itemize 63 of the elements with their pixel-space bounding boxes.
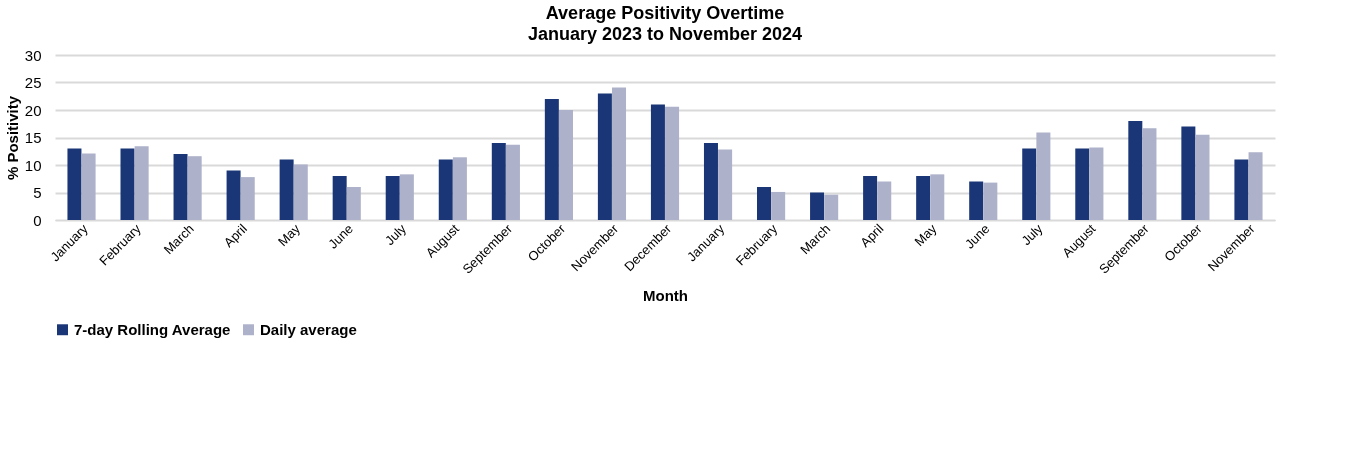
- bar: [1181, 126, 1196, 220]
- y-tick-label: 20: [24, 101, 42, 119]
- bar: [187, 156, 202, 220]
- bar: [226, 170, 241, 220]
- bar: [346, 187, 361, 220]
- bar: [1234, 159, 1249, 220]
- bar: [385, 176, 400, 220]
- x-tick-label: May: [911, 220, 940, 250]
- y-tick-label: 10: [24, 156, 42, 174]
- bar: [293, 164, 308, 220]
- bar: [1089, 147, 1104, 220]
- bar: [491, 143, 506, 220]
- x-tick-label: May: [274, 220, 304, 250]
- bar: [558, 110, 573, 220]
- x-axis-title: Month: [643, 286, 688, 304]
- bar: [1036, 132, 1051, 220]
- bar: [597, 93, 612, 220]
- bar: [399, 174, 414, 220]
- y-tick-label: 30: [24, 46, 42, 64]
- y-tick-label: 0: [33, 211, 42, 229]
- bar: [771, 191, 786, 220]
- bar: [1142, 128, 1157, 220]
- x-tick-label: July: [1018, 220, 1046, 249]
- bar: [916, 176, 931, 220]
- x-tick-label: July: [382, 220, 410, 249]
- bar: [81, 153, 96, 220]
- bar: [757, 187, 772, 220]
- bar: [173, 154, 188, 220]
- chart-subtitle: January 2023 to November 2024: [527, 24, 803, 44]
- bar: [67, 148, 82, 220]
- bar: [665, 106, 680, 220]
- bar: [877, 181, 892, 220]
- y-axis-title: % Positivity: [3, 95, 21, 181]
- bar: [240, 177, 255, 220]
- y-tick-label: 5: [33, 184, 42, 201]
- bar: [1195, 134, 1210, 220]
- legend-label: 7-day Rolling Average: [74, 320, 231, 338]
- bar: [703, 143, 718, 220]
- chart-title: Average Positivity Overtime: [545, 3, 785, 23]
- bar: [969, 181, 984, 220]
- bar: [1075, 148, 1090, 220]
- bar: [810, 192, 825, 220]
- bar: [505, 144, 520, 220]
- bar: [930, 174, 945, 220]
- bar: [279, 159, 294, 220]
- bar: [1128, 121, 1143, 220]
- bar: [863, 176, 878, 220]
- bar: [452, 157, 467, 220]
- bar: [824, 194, 839, 220]
- bar: [120, 148, 135, 220]
- bar: [983, 182, 998, 220]
- bar: [650, 104, 665, 220]
- bar: [1022, 148, 1037, 220]
- bar: [544, 99, 559, 220]
- bar: [612, 87, 627, 220]
- bar: [134, 146, 149, 220]
- y-tick-label: 15: [24, 129, 42, 146]
- legend-label: Daily average: [260, 320, 357, 338]
- y-tick-label: 25: [24, 74, 42, 91]
- bar: [438, 159, 453, 220]
- bar: [1248, 152, 1263, 220]
- bar: [332, 176, 347, 220]
- bar: [718, 149, 733, 220]
